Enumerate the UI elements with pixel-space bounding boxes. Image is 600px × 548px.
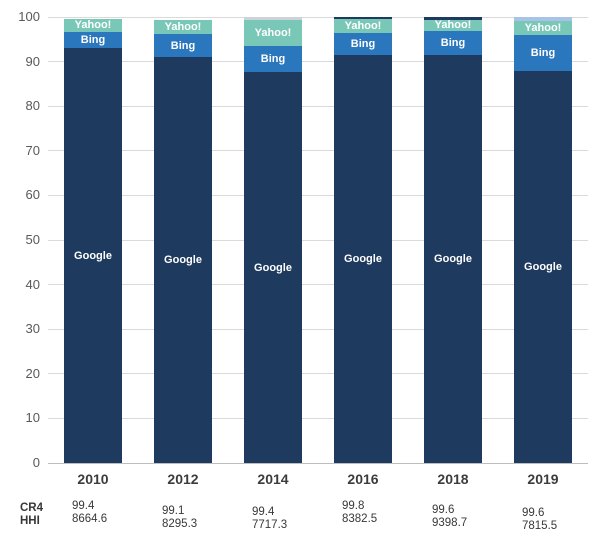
segment-label: Google xyxy=(434,252,472,265)
gridline xyxy=(48,284,588,286)
gridline xyxy=(48,239,588,241)
y-tick-label: 30 xyxy=(25,321,40,337)
y-tick-label: 40 xyxy=(25,276,40,292)
cr4-row-label: CR4 xyxy=(20,502,44,514)
segment-label: Google xyxy=(344,252,382,265)
bar-segment-other xyxy=(514,17,572,22)
x-label-2014: 2014 xyxy=(257,471,289,487)
plot-area: Google Bing Yahoo! Google Bing Yahoo! Google Bi… xyxy=(48,16,588,464)
segment-label: Bing xyxy=(260,53,286,66)
gridline xyxy=(48,16,588,18)
gridline xyxy=(48,417,588,419)
segment-label: Yahoo! xyxy=(254,26,292,39)
hhi-value-2018: 9398.7 xyxy=(432,517,468,529)
bar-segment-yahoo: Yahoo! xyxy=(154,20,212,35)
bar-segment-bing: Bing xyxy=(244,46,302,73)
segment-label: Yahoo! xyxy=(164,21,202,34)
cr4-value-2012: 99.1 xyxy=(162,505,185,517)
segment-label: Yahoo! xyxy=(344,19,382,32)
cr4-value-2018: 99.6 xyxy=(432,504,455,516)
y-tick-label: 10 xyxy=(25,410,40,426)
gridline xyxy=(48,194,588,196)
y-tick-label: 60 xyxy=(25,187,40,203)
y-tick-label: 0 xyxy=(32,455,40,470)
segment-label: Google xyxy=(254,261,292,274)
bar-2012: Google Bing Yahoo! xyxy=(154,17,212,463)
gridline xyxy=(48,61,588,63)
y-tick-label: 20 xyxy=(25,365,40,381)
bar-segment-google: Google xyxy=(64,48,122,463)
hhi-value-2014: 7717.3 xyxy=(252,519,288,531)
x-label-2018: 2018 xyxy=(437,471,469,487)
bar-segment-yahoo: Yahoo! xyxy=(64,19,122,32)
gridline xyxy=(48,105,588,107)
x-axis-baseline xyxy=(48,462,588,464)
y-tick-label: 70 xyxy=(25,142,40,158)
cr4-value-2010: 99.4 xyxy=(72,500,95,512)
y-tick-label: 100 xyxy=(18,9,40,24)
bar-segment-yahoo: Yahoo! xyxy=(244,19,302,46)
bar-segment-other xyxy=(244,17,302,20)
hhi-value-2019: 7815.5 xyxy=(522,520,558,532)
segment-label: Google xyxy=(74,249,112,262)
segment-label: Bing xyxy=(170,39,196,52)
x-label-2019: 2019 xyxy=(527,471,559,487)
cr4-value-2016: 99.8 xyxy=(342,500,365,512)
bar-segment-google: Google xyxy=(154,57,212,463)
segment-label: Google xyxy=(524,260,562,273)
bar-segment-google: Google xyxy=(514,70,572,463)
bar-segment-yahoo: Yahoo! xyxy=(334,18,392,33)
bar-2018: Google Bing Yahoo! xyxy=(424,17,482,463)
bar-segment-bing: Bing xyxy=(424,30,482,55)
bar-segment-google: Google xyxy=(244,72,302,463)
cr4-value-2014: 99.4 xyxy=(252,506,275,518)
x-label-2012: 2012 xyxy=(167,471,199,487)
hhi-row-label: HHI xyxy=(20,515,40,527)
x-label-2016: 2016 xyxy=(347,471,379,487)
segment-label: Bing xyxy=(530,46,556,59)
bar-segment-yahoo: Yahoo! xyxy=(514,21,572,35)
segment-label: Bing xyxy=(80,33,106,46)
bar-2016: Google Bing Yahoo! xyxy=(334,17,392,463)
gridline xyxy=(48,150,588,152)
bar-segment-other xyxy=(334,17,392,19)
bar-segment-google: Google xyxy=(334,54,392,463)
segment-label: Bing xyxy=(440,36,466,49)
bar-2019: Google Bing Yahoo! xyxy=(514,17,572,463)
segment-label: Bing xyxy=(350,37,376,50)
bar-2014: Google Bing Yahoo! xyxy=(244,17,302,463)
gridline xyxy=(48,373,588,375)
segment-label: Yahoo! xyxy=(524,21,562,34)
bar-segment-bing: Bing xyxy=(154,34,212,58)
y-tick-label: 90 xyxy=(25,53,40,69)
bar-segment-other xyxy=(424,17,482,20)
y-tick-label: 50 xyxy=(25,232,40,247)
x-label-2010: 2010 xyxy=(77,471,109,487)
hhi-value-2010: 8664.6 xyxy=(72,513,108,525)
y-tick-label: 80 xyxy=(25,98,40,114)
segment-label: Yahoo! xyxy=(74,19,112,32)
bar-segment-bing: Bing xyxy=(514,34,572,71)
gridline xyxy=(48,328,588,330)
bar-2010: Google Bing Yahoo! xyxy=(64,17,122,463)
bar-segment-google: Google xyxy=(424,54,482,463)
hhi-value-2016: 8382.5 xyxy=(342,513,378,525)
segment-label: Yahoo! xyxy=(434,19,472,32)
cr4-value-2019: 99.6 xyxy=(522,507,545,519)
segment-label: Google xyxy=(164,254,202,267)
bar-segment-bing: Bing xyxy=(334,32,392,55)
bar-segment-yahoo: Yahoo! xyxy=(424,19,482,32)
bar-segment-bing: Bing xyxy=(64,31,122,49)
hhi-value-2012: 8295.3 xyxy=(162,518,198,530)
